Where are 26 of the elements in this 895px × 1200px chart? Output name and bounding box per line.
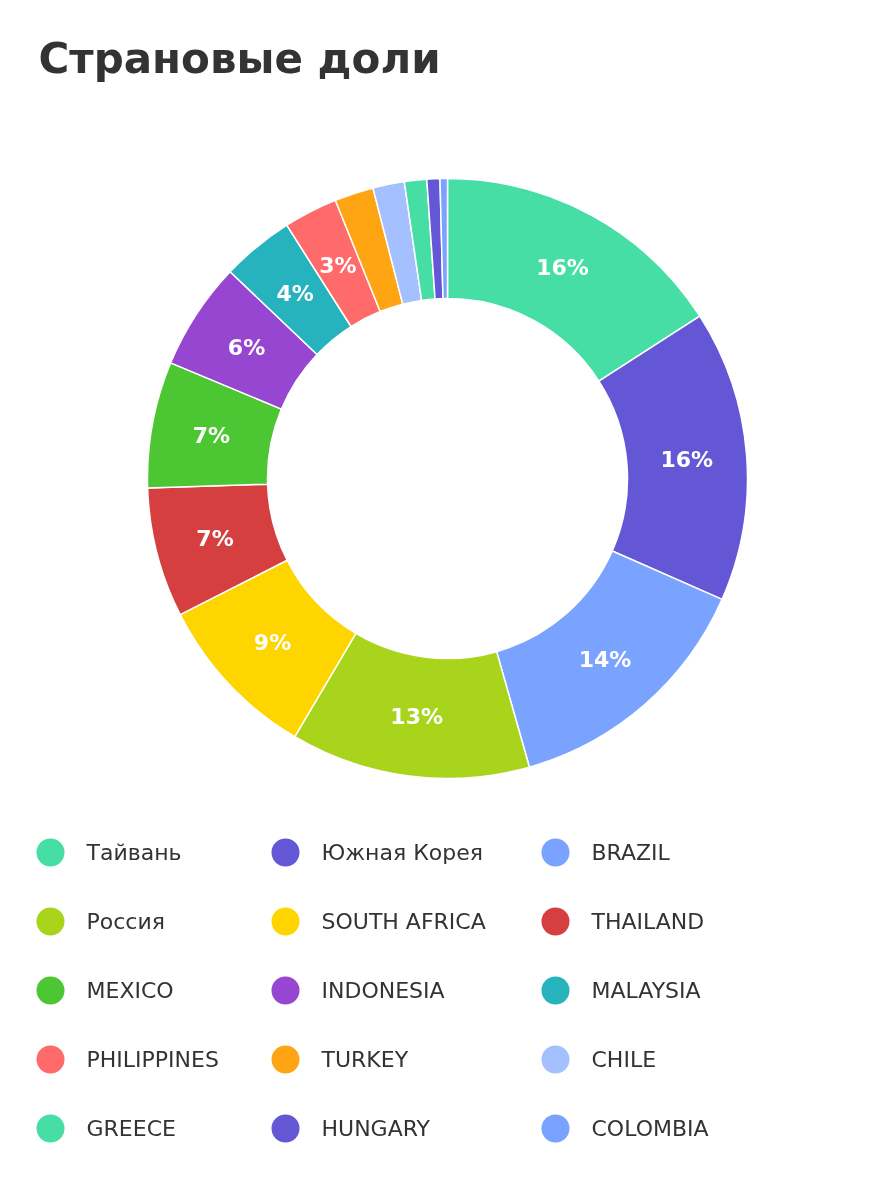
legend-label: INDONESIA [321, 978, 445, 1003]
data-label: 3% [319, 252, 357, 278]
chart-title: Страновые доли [38, 34, 441, 83]
data-label: 16% [536, 255, 589, 281]
legend-label: PHILIPPINES [86, 1047, 219, 1072]
legend-label: HUNGARY [321, 1116, 431, 1141]
legend-label: BRAZIL [591, 840, 671, 865]
legend-label: Южная Корея [321, 840, 483, 865]
legend-label: MEXICO [86, 978, 174, 1003]
data-label: 4% [276, 280, 314, 306]
data-label: 7% [196, 525, 234, 551]
legend-label: COLOMBIA [591, 1116, 709, 1141]
legend-label: SOUTH AFRICA [321, 909, 486, 934]
legend-label: TURKEY [320, 1047, 409, 1072]
data-label: 16% [660, 447, 714, 473]
legend-label: THAILAND [590, 909, 705, 934]
legend-label: Тайвань [85, 840, 182, 865]
legend-label: CHILE [591, 1047, 657, 1072]
data-label: 9% [253, 630, 292, 656]
legend-label: GREECE [86, 1116, 176, 1141]
data-label: 6% [227, 334, 266, 360]
data-label: 14% [578, 647, 632, 673]
legend-label: Россия [86, 909, 165, 934]
data-label: 7% [192, 422, 231, 448]
data-label: 13% [390, 704, 444, 730]
legend-label: MALAYSIA [591, 978, 701, 1003]
